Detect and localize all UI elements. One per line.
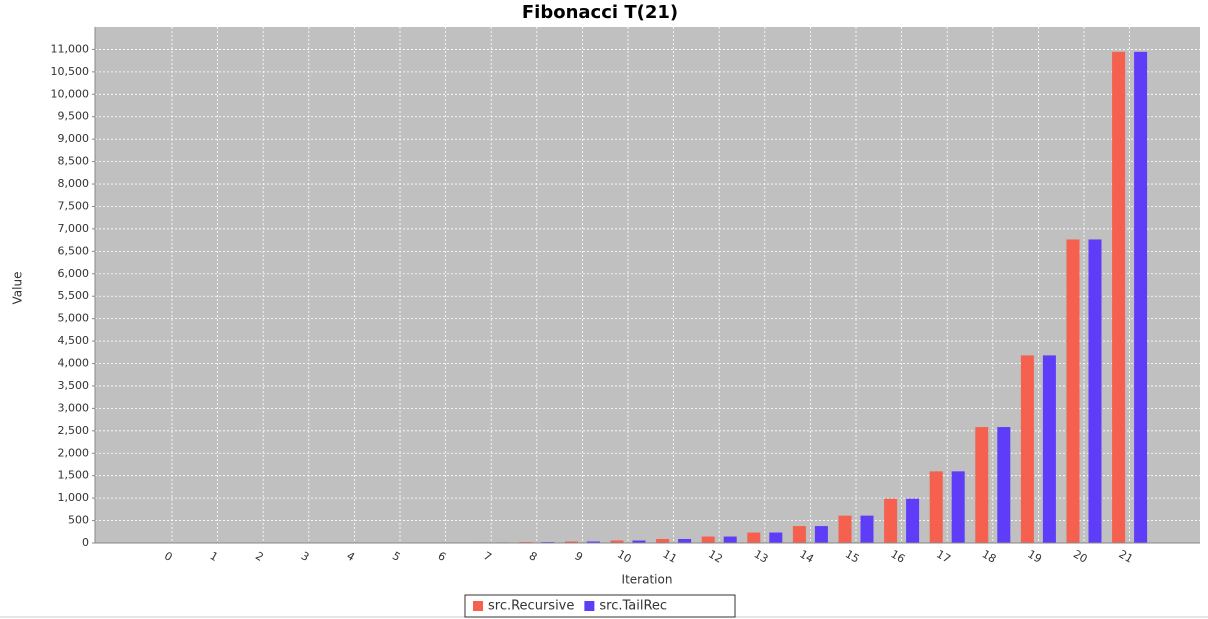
bar bbox=[975, 427, 989, 543]
legend-box bbox=[464, 594, 736, 618]
bar bbox=[838, 515, 852, 543]
x-axis-label: Iteration bbox=[622, 573, 673, 587]
x-tick-label: 0 bbox=[162, 549, 175, 564]
y-tick-label: 6,500 bbox=[58, 244, 90, 257]
y-tick-label: 1,500 bbox=[58, 469, 90, 482]
bar bbox=[1112, 51, 1126, 544]
x-tick-label: 7 bbox=[481, 549, 494, 564]
x-tick-label: 1 bbox=[208, 549, 221, 564]
x-tick-label: 13 bbox=[752, 547, 771, 565]
bar bbox=[586, 541, 600, 543]
y-tick-label: 5,500 bbox=[58, 289, 90, 302]
bar bbox=[929, 471, 943, 543]
x-tick-label: 9 bbox=[572, 549, 585, 564]
y-tick-label: 4,000 bbox=[58, 357, 90, 370]
bar bbox=[906, 498, 920, 543]
plot-area bbox=[95, 27, 1200, 543]
y-tick-label: 1,000 bbox=[58, 491, 90, 504]
bar bbox=[1020, 355, 1034, 543]
x-tick-label: 21 bbox=[1117, 547, 1136, 565]
x-tick-label: 10 bbox=[615, 547, 634, 565]
x-tick-label: 11 bbox=[661, 547, 680, 565]
x-tick-label: 14 bbox=[797, 547, 816, 565]
y-tick-label: 3,000 bbox=[58, 401, 90, 414]
bar bbox=[814, 526, 828, 543]
y-tick-label: 9,500 bbox=[58, 110, 90, 123]
y-tick-label: 7,500 bbox=[58, 199, 90, 212]
bar bbox=[860, 515, 874, 543]
y-tick-label: 2,500 bbox=[58, 424, 90, 437]
x-tick-label: 2 bbox=[253, 549, 266, 564]
x-tick-label: 19 bbox=[1025, 547, 1044, 565]
x-tick-label: 17 bbox=[934, 547, 953, 565]
y-tick-label: 8,500 bbox=[58, 155, 90, 168]
y-tick-label: 0 bbox=[82, 536, 89, 549]
y-tick-label: 2,000 bbox=[58, 446, 90, 459]
y-tick-label: 7,000 bbox=[58, 222, 90, 235]
legend-swatch bbox=[584, 601, 595, 611]
bar bbox=[1042, 355, 1056, 543]
x-tick-label: 5 bbox=[390, 549, 403, 564]
bar bbox=[1088, 239, 1102, 543]
bar bbox=[701, 536, 715, 543]
bar bbox=[769, 532, 783, 543]
bar bbox=[997, 427, 1011, 543]
y-tick-label: 9,000 bbox=[58, 132, 90, 145]
legend-label: src.Recursive bbox=[488, 599, 574, 614]
y-tick-label: 4,500 bbox=[58, 334, 90, 347]
bar bbox=[723, 536, 737, 543]
x-tick-label: 3 bbox=[299, 549, 312, 564]
y-tick-label: 8,000 bbox=[58, 177, 90, 190]
x-tick-label: 18 bbox=[980, 547, 999, 565]
x-tick-label: 12 bbox=[706, 547, 725, 565]
y-tick-label: 5,000 bbox=[58, 312, 90, 325]
x-tick-label: 16 bbox=[889, 547, 908, 565]
y-tick-label: 6,000 bbox=[58, 267, 90, 280]
x-tick-label: 6 bbox=[436, 549, 449, 564]
y-tick-label: 500 bbox=[68, 514, 89, 527]
x-tick-label: 20 bbox=[1071, 547, 1090, 565]
y-tick-label: 3,500 bbox=[58, 379, 90, 392]
x-tick-label: 4 bbox=[344, 549, 357, 564]
bar bbox=[792, 526, 806, 543]
bar bbox=[564, 541, 578, 543]
legend-label: src.TailRec bbox=[599, 599, 667, 614]
bar bbox=[610, 540, 624, 543]
bar bbox=[656, 539, 670, 543]
bar bbox=[884, 498, 898, 543]
x-tick-label: 15 bbox=[843, 547, 862, 565]
bar bbox=[1134, 51, 1148, 544]
legend-swatch bbox=[473, 601, 483, 611]
chart-title: Fibonacci T(21) bbox=[522, 2, 678, 23]
bar bbox=[632, 540, 646, 543]
bar bbox=[951, 471, 965, 543]
bar bbox=[747, 532, 761, 543]
y-axis-label: Value bbox=[11, 272, 25, 305]
bar bbox=[678, 539, 692, 543]
y-tick-label: 10,500 bbox=[51, 65, 90, 78]
y-tick-label: 11,000 bbox=[51, 42, 90, 55]
y-tick-label: 10,000 bbox=[51, 87, 90, 100]
x-tick-label: 8 bbox=[527, 549, 540, 564]
bar bbox=[1066, 239, 1080, 543]
